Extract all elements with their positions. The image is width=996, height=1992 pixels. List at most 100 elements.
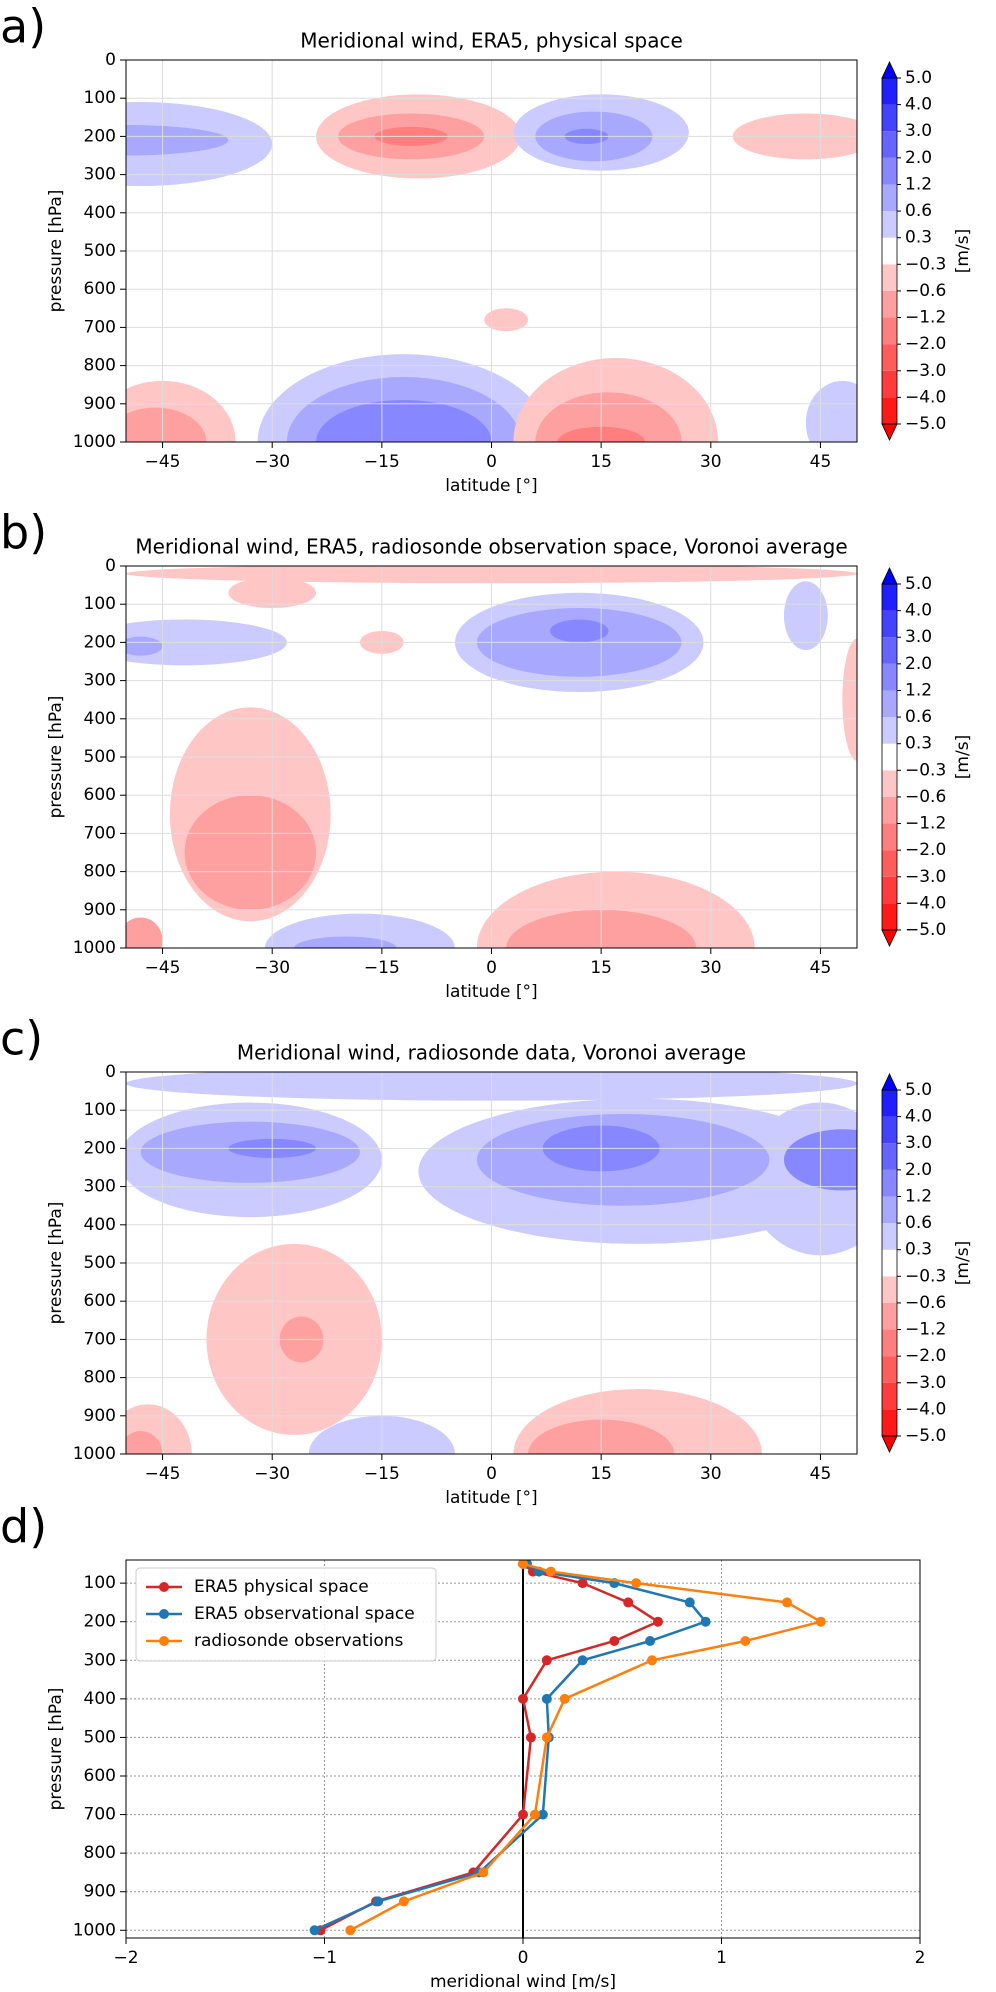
colorbar-band [882,1249,897,1277]
y-tick-label: 300 [84,1650,116,1670]
data-point [559,1693,570,1704]
colorbar-band [882,78,897,105]
colorbar-tick-label: −0.6 [905,1293,946,1313]
x-tick-label: 15 [590,452,612,472]
legend-label: ERA5 physical space [194,1577,369,1597]
panel: a) Meridional wind, ERA5, physical space −… [0,0,973,496]
colorbar-band [882,1382,897,1410]
plot-content [126,1072,857,1454]
colorbar-frame [881,583,898,931]
colorbar-frame [881,77,898,425]
x-tick-label: −45 [145,958,181,978]
colorbar-tick-label: 4.0 [905,1107,932,1127]
y-tick-label: 400 [84,203,116,223]
colorbar-tick-label: −2.0 [905,334,946,354]
y-tick-label: 600 [84,279,116,299]
y-tick-label: 400 [84,1215,116,1235]
colorbar-tick-label: −1.2 [905,1320,946,1340]
data-point [740,1636,751,1646]
colorbar-band [882,317,897,345]
data-point [609,1636,620,1646]
data-point [782,1597,793,1608]
axes-frame [125,1071,858,1455]
colorbar-tick-label: 4.0 [905,95,932,115]
contour-region [783,581,828,651]
y-tick-label: 400 [84,709,116,729]
y-tick-label: 800 [84,862,116,882]
y-tick-label: 100 [84,88,116,108]
x-axis-label: meridional wind [m/s] [430,1972,616,1992]
axes-frame [125,1559,921,1939]
x-tick-label: 1 [716,1948,727,1968]
colorbar-tick-label: 0.3 [905,1240,932,1260]
legend-box [135,1567,437,1662]
contour-region [126,407,207,442]
legend-label: radiosonde observations [194,1631,404,1651]
y-tick-label: 1000 [73,938,116,958]
colorbar-band [882,823,897,851]
x-tick-label: 0 [486,452,497,472]
contour-region [126,1431,163,1454]
x-axis-label: latitude [°] [445,1488,537,1508]
panel-label: c) [0,1012,43,1066]
y-axis-label: pressure [hPa] [46,1202,66,1325]
contour-region [484,308,529,332]
x-tick-label: −15 [364,452,400,472]
x-tick-label: −1 [312,1948,337,1968]
y-tick-label: 100 [84,1573,116,1593]
y-tick-label: 700 [84,1329,116,1349]
data-point [652,1616,663,1627]
y-tick-label: 600 [84,785,116,805]
colorbar-tick-label: −0.6 [905,281,946,301]
y-tick-label: 700 [84,823,116,843]
colorbar-band [882,770,897,797]
data-point [647,1655,658,1666]
colorbar-band [882,237,897,265]
y-tick-label: 900 [84,1406,116,1426]
data-point [518,1693,528,1704]
data-point [645,1636,656,1646]
colorbar-tick-label: 0.6 [905,201,932,221]
colorbar-frame [881,1089,898,1437]
y-tick-label: 800 [84,356,116,376]
legend-marker [159,1582,169,1592]
x-tick-label: 2 [915,1948,926,1968]
axes-frame [125,565,858,949]
colorbar-band [882,584,897,611]
colorbar-tick-label: −4.0 [905,1399,946,1419]
legend-label: ERA5 observational space [194,1604,415,1624]
y-tick-label: 300 [84,671,116,691]
colorbar-tick-label: −0.3 [905,760,946,780]
panel-label: d) [0,1500,47,1554]
contour-region [294,936,397,948]
legend-marker [159,1609,169,1619]
data-point [345,1925,356,1936]
x-tick-label: −2 [113,1948,138,1968]
colorbar-band [882,1329,897,1357]
colorbar-band [882,290,897,318]
y-tick-label: 1000 [73,432,116,452]
colorbar-extend [881,1073,898,1091]
colorbar-tick-label: 1.2 [905,1186,932,1206]
panel-label: a) [0,0,46,54]
colorbar-tick-label: 0.6 [905,707,932,727]
colorbar-label: [m/s] [953,229,973,273]
y-tick-label: 500 [84,1727,116,1747]
y-tick-label: 1000 [73,1444,116,1464]
legend-marker [159,1636,169,1646]
colorbar-tick-label: 1.2 [905,174,932,194]
data-point [700,1616,711,1627]
colorbar-tick-label: −2.0 [905,840,946,860]
colorbar-tick-label: 0.6 [905,1213,932,1233]
colorbar-band [882,1276,897,1303]
x-axis-label: latitude [°] [445,476,537,496]
contour-region [184,795,317,910]
y-axis-label: pressure [hPa] [46,1688,66,1811]
colorbar-tick-label: −0.3 [905,1266,946,1286]
colorbar-band [882,1116,897,1144]
contour-region [316,399,492,442]
y-tick-label: 800 [84,1843,116,1863]
colorbar-band [882,1143,897,1170]
colorbar-tick-label: −3.0 [905,361,946,381]
